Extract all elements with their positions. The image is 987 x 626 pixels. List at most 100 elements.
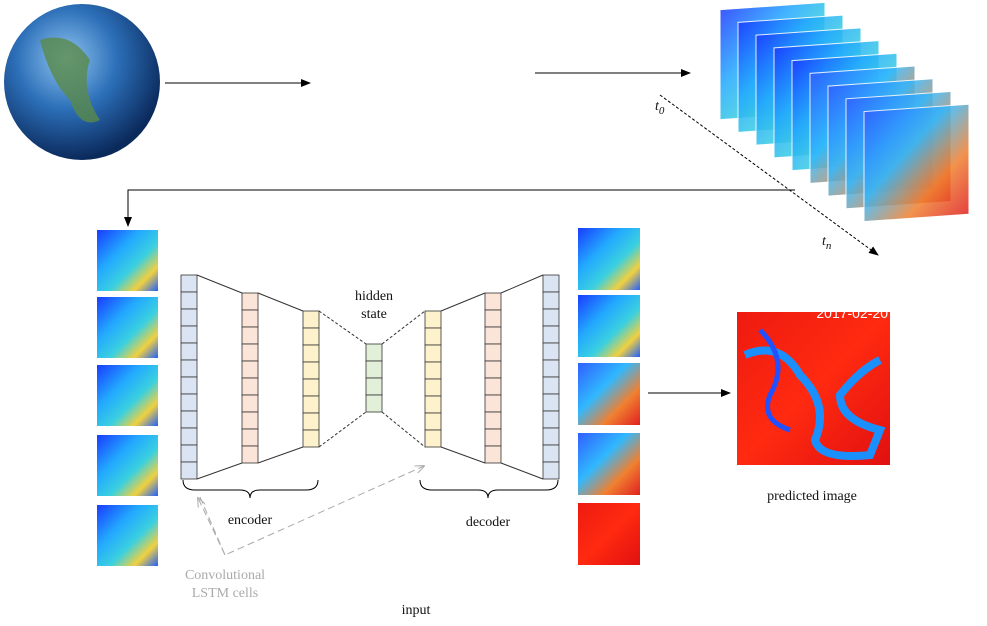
- encoder-label: encoder: [228, 513, 273, 528]
- lstm-cell: [542, 342, 560, 361]
- lstm-cell: [302, 395, 320, 414]
- connector: [500, 274, 544, 294]
- lstm-cell: [365, 394, 383, 413]
- lstm-cell: [180, 274, 198, 293]
- connector: [196, 274, 243, 294]
- lstm-cell: [424, 327, 442, 346]
- hidden-label: state: [361, 307, 387, 322]
- lstm-cell: [484, 445, 502, 464]
- lstm-cell: [542, 410, 560, 429]
- lstm-cell: [302, 344, 320, 363]
- lstm-cell: [241, 394, 259, 413]
- lstm-cell: [241, 411, 259, 430]
- lstm-cell: [542, 308, 560, 327]
- lstm-cell: [180, 444, 198, 463]
- lstm-cell: [241, 292, 259, 311]
- connector: [381, 310, 426, 345]
- connector: [257, 292, 304, 312]
- heatmap-stack: [719, 1, 970, 223]
- lstm-cell: [241, 343, 259, 362]
- lstm-cell: [542, 359, 560, 378]
- convlstm-label: LSTM cells: [192, 586, 259, 601]
- t-symbol: t: [822, 234, 827, 249]
- heatmap-frame: [863, 103, 970, 223]
- predicted-label: predicted image: [767, 489, 857, 504]
- lstm-cell: [365, 377, 383, 396]
- lstm-cell: [484, 292, 502, 311]
- input-tile: [97, 230, 158, 291]
- t-symbol: t: [655, 99, 660, 114]
- lstm-cell: [424, 429, 442, 448]
- lstm-cell: [484, 428, 502, 447]
- lstm-cell: [302, 412, 320, 431]
- lstm-cell: [241, 445, 259, 464]
- t0-label: t0: [655, 99, 665, 117]
- connector: [257, 446, 304, 464]
- lstm-cell: [542, 444, 560, 463]
- river: [758, 328, 791, 433]
- connector: [318, 310, 367, 345]
- lstm-cell: [484, 326, 502, 345]
- t-subscript: n: [826, 240, 832, 252]
- encoder-brace: [182, 479, 319, 499]
- lstm-cell: [180, 325, 198, 344]
- lstm-cell: [542, 274, 560, 293]
- output-tile: [578, 503, 640, 565]
- input-tile: [97, 435, 158, 496]
- convlstm-label: Convolutional: [185, 568, 265, 583]
- lstm-cell: [424, 310, 442, 329]
- hidden-label: hidden: [355, 289, 393, 304]
- lstm-cell: [180, 393, 198, 412]
- lstm-cell: [180, 359, 198, 378]
- lstm-cell: [424, 344, 442, 363]
- lstm-cell: [302, 429, 320, 448]
- input-tile: [97, 365, 158, 426]
- connector: [440, 446, 486, 464]
- lstm-cell: [241, 360, 259, 379]
- lstm-cell: [180, 427, 198, 446]
- lstm-cell: [542, 393, 560, 412]
- lstm-cell: [542, 291, 560, 310]
- connector: [196, 462, 243, 480]
- date-label: 2017-02-20: [816, 305, 888, 321]
- input-tile: [97, 505, 158, 566]
- network: [180, 274, 560, 480]
- t-subscript: 0: [659, 105, 665, 117]
- lstm-cell: [542, 376, 560, 395]
- connector: [318, 411, 367, 448]
- decoder-label: decoder: [466, 515, 511, 530]
- lstm-cell: [302, 310, 320, 329]
- connector: [381, 411, 426, 448]
- convlstm-pointer: [198, 498, 226, 556]
- lstm-cell: [484, 309, 502, 328]
- tn-label: tn: [822, 234, 832, 252]
- lstm-cell: [542, 325, 560, 344]
- time-arrow: [659, 94, 879, 256]
- connector: [440, 292, 486, 312]
- output-tile: [578, 433, 640, 495]
- arrow: [124, 189, 795, 227]
- convlstm-pointer: [199, 466, 424, 556]
- lstm-cell: [241, 377, 259, 396]
- lstm-cell: [302, 378, 320, 397]
- lstm-cell: [180, 342, 198, 361]
- lstm-cell: [365, 360, 383, 379]
- lstm-cell: [484, 343, 502, 362]
- lstm-cell: [542, 461, 560, 480]
- lstm-cell: [302, 327, 320, 346]
- input-label: input: [402, 603, 431, 618]
- lstm-cell: [484, 377, 502, 396]
- lstm-cell: [484, 411, 502, 430]
- lstm-cell: [180, 308, 198, 327]
- lstm-cell: [424, 395, 442, 414]
- lstm-cell: [180, 410, 198, 429]
- lstm-cell: [365, 343, 383, 362]
- lstm-cell: [424, 361, 442, 380]
- lstm-cell: [241, 309, 259, 328]
- lstm-cell: [484, 394, 502, 413]
- input-tile: [97, 297, 158, 358]
- output-tile: [578, 228, 640, 290]
- lstm-cell: [424, 412, 442, 431]
- lstm-cell: [424, 378, 442, 397]
